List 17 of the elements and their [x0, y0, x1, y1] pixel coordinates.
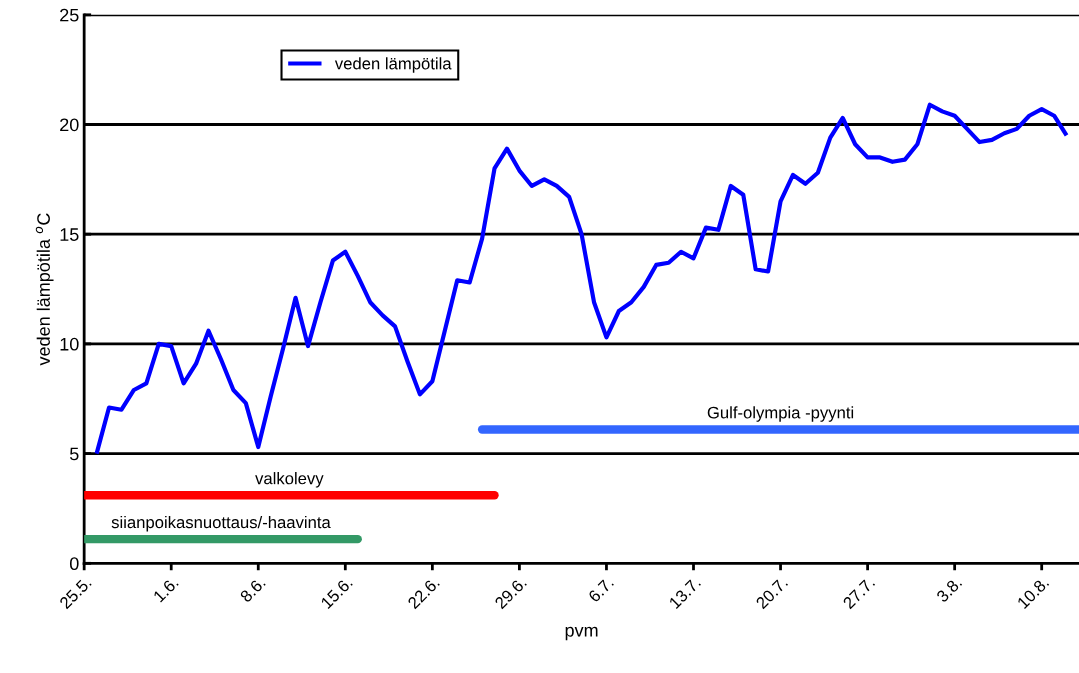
- series-label: Gulf-olympia -pyynti: [707, 406, 854, 422]
- x-tick-label: 6.7.: [587, 576, 615, 603]
- y-tick-label: 20: [60, 118, 79, 132]
- x-tick-label: 8.6.: [239, 576, 266, 603]
- x-tick-label: 3.8.: [935, 576, 963, 603]
- line-series: [94, 102, 1069, 456]
- x-axis-title: pvm: [565, 626, 598, 641]
- y-tick-label: 0: [69, 557, 79, 571]
- y-tick-label: 15: [60, 228, 79, 241]
- y-tick-label: 5: [69, 447, 79, 461]
- series-label: valkolevy: [255, 472, 324, 488]
- legend-label: veden lämpötila: [334, 57, 452, 73]
- y-axis-title: veden lämpötila $^{o}$C: [35, 213, 54, 366]
- series-label: siianpoikasnuottaus/-haavinta: [111, 515, 331, 532]
- y-tick-label: 10: [60, 337, 79, 351]
- x-tick-label: 1.6.: [152, 576, 179, 603]
- y-tick-label: 25: [60, 8, 79, 22]
